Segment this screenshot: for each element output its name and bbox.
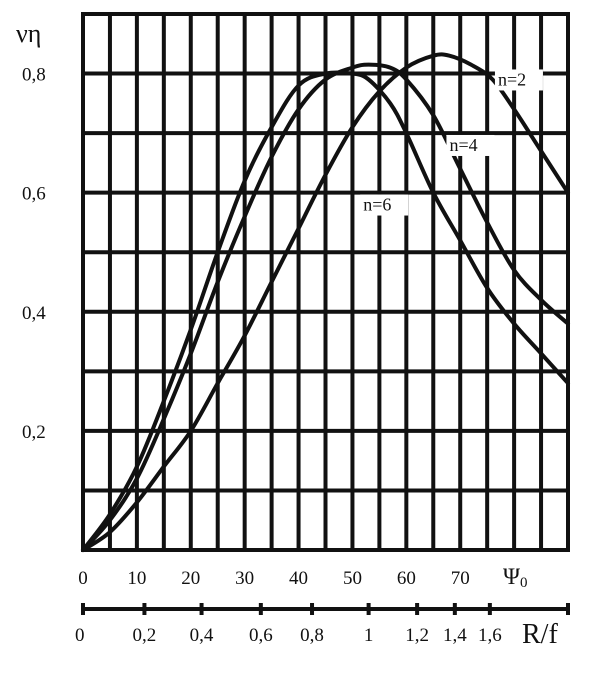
x-axis-title: Ψ0: [503, 564, 527, 591]
secondary-tick-label: 1,2: [405, 625, 429, 646]
secondary-tick-label: 0: [75, 625, 85, 646]
x-tick-label: 30: [235, 568, 254, 589]
x-tick-label: 70: [451, 568, 470, 589]
x-tick-label: 50: [343, 568, 362, 589]
secondary-tick-label: 1,4: [443, 625, 467, 646]
y-axis-title: νη: [16, 19, 41, 48]
secondary-tick-label: 0,2: [133, 625, 157, 646]
x-axis-title-main: Ψ: [503, 564, 520, 589]
x-tick-label: 0: [78, 568, 88, 589]
x-axis-ticks: 0 10 20 30 40 50 60 70: [78, 568, 469, 589]
secondary-tick-label: 0,8: [300, 625, 324, 646]
grid: [81, 12, 570, 552]
series-label-n-2: n=2: [498, 69, 526, 89]
series-labels: n=2 n=4 n=6: [360, 69, 543, 216]
x-tick-label: 20: [181, 568, 200, 589]
secondary-tick-label: 1: [364, 625, 374, 646]
y-tick-label: 0,4: [22, 303, 46, 324]
plot-frame: [81, 12, 570, 552]
secondary-axis: 0 0,2 0,4 0,6 0,8 1 1,2 1,4 1,6: [75, 603, 570, 646]
y-tick-label: 0,2: [22, 422, 46, 443]
x-tick-label: 40: [289, 568, 308, 589]
series-label-background: [494, 69, 543, 91]
series-label-n-4: n=4: [449, 135, 477, 155]
secondary-tick-label: 0,6: [249, 625, 273, 646]
series-line-n-6: [81, 70, 570, 552]
series-label-n-6: n=6: [363, 195, 391, 215]
x-tick-label: 10: [127, 568, 146, 589]
y-tick-label: 0,8: [22, 65, 46, 86]
y-tick-label: 0,6: [22, 184, 46, 205]
series-label-background: [360, 194, 409, 216]
x-tick-label: 60: [397, 568, 416, 589]
curves: [81, 52, 570, 552]
series-line-n-2: [81, 52, 570, 552]
series-line-n-4: [81, 62, 570, 552]
secondary-tick-label: 0,4: [190, 625, 214, 646]
y-axis-ticks: 0,2 0,4 0,6 0,8: [22, 65, 46, 443]
secondary-axis-title: R/f: [522, 619, 558, 650]
series-label-background: [446, 134, 495, 156]
x-axis-title-sub: 0: [520, 575, 528, 591]
secondary-tick-label: 1,6: [478, 625, 502, 646]
